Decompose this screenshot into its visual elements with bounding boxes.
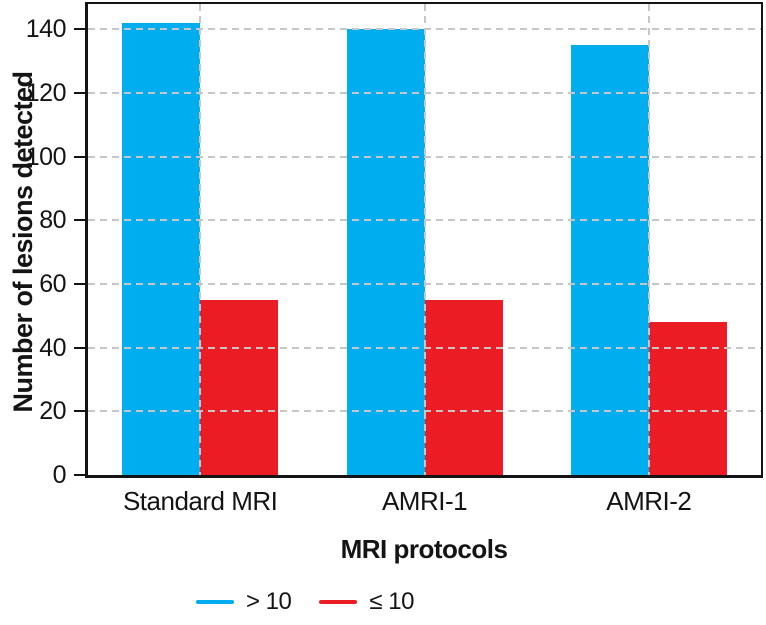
v-gridline [423, 4, 426, 475]
bar-gt10 [346, 29, 425, 475]
x-category-label: AMRI-1 [381, 486, 468, 516]
v-gridline [199, 4, 202, 475]
x-axis-title: MRI protocols [340, 534, 508, 564]
x-category-label: Standard MRI [122, 486, 278, 516]
bar-le10 [424, 299, 503, 475]
y-tick-mark [74, 283, 85, 286]
legend-line [196, 600, 234, 604]
y-tick-label: 140 [25, 15, 67, 44]
legend-label: > 10 [246, 588, 292, 615]
y-tick-label: 60 [39, 270, 66, 299]
bar-gt10 [122, 23, 201, 475]
legend: > 10 ≤ 10 [196, 586, 414, 618]
y-tick-mark [74, 219, 85, 222]
v-gridline [647, 4, 650, 475]
y-tick-label: 40 [39, 333, 66, 362]
y-tick-mark [74, 474, 85, 476]
y-tick-mark [74, 92, 85, 95]
legend-label: ≤ 10 [369, 588, 414, 615]
legend-line [319, 600, 358, 604]
y-tick-mark [74, 410, 85, 413]
y-tick-label: 100 [25, 142, 67, 171]
bar-le10 [200, 299, 279, 475]
y-tick-mark [74, 155, 85, 158]
y-tick-label: 80 [39, 206, 66, 235]
bar-gt10 [570, 45, 649, 475]
y-tick-mark [74, 346, 85, 349]
plot-area [85, 2, 763, 478]
x-category-label: AMRI-2 [606, 486, 692, 516]
legend-item: ≤ 10 [319, 587, 414, 617]
y-tick-label: 120 [25, 79, 67, 108]
y-tick-label: 20 [39, 397, 66, 426]
bar-le10 [648, 322, 727, 475]
y-tick-mark [74, 28, 85, 31]
legend-item: > 10 [196, 587, 292, 617]
y-tick-label: 0 [52, 461, 67, 489]
